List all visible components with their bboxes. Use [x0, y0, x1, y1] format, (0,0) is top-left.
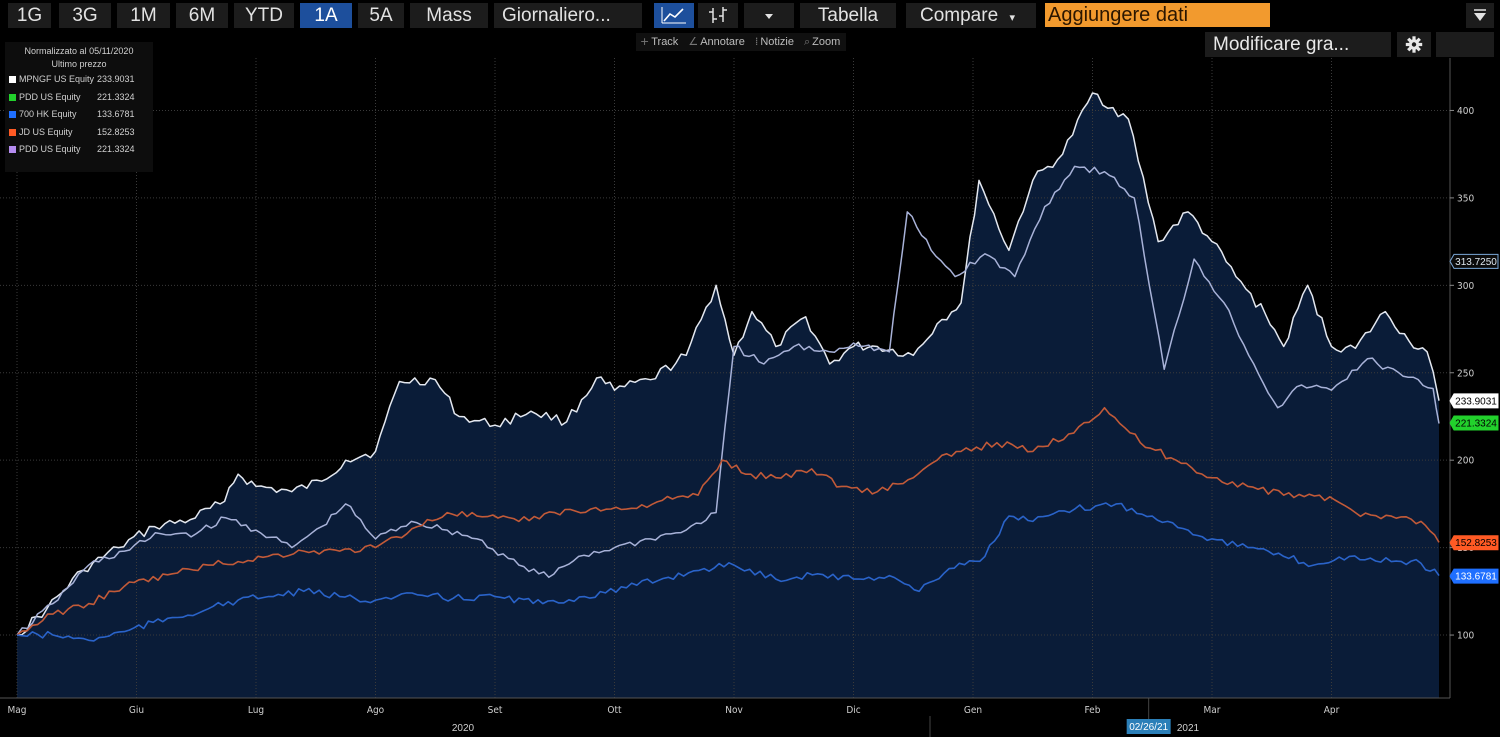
- news-icon: ⁞: [754, 35, 759, 48]
- news-label: Notizie: [760, 36, 794, 48]
- legend-entry[interactable]: PDD US Equity 221.3324: [9, 89, 149, 107]
- annotate-tool[interactable]: ∠ Annotare: [684, 33, 751, 51]
- period-button-1m[interactable]: 1M: [117, 3, 170, 28]
- top-toolbar: 1G 3G 1M 6M YTD 1A 5A Mass Giornaliero..…: [0, 0, 1500, 30]
- legend-swatch: [9, 111, 16, 119]
- legend-entry-value: 152.8253: [97, 126, 135, 137]
- legend-entry-name: PDD US Equity: [19, 91, 81, 102]
- compare-label: Compare: [920, 5, 999, 26]
- annotate-label: Annotare: [700, 36, 745, 48]
- y-tick-label: 400: [1457, 106, 1474, 117]
- legend-entry-value: 221.3324: [97, 144, 135, 154]
- x-tick-label: Mag: [8, 705, 27, 716]
- legend-entry[interactable]: MPNGF US Equity 233.9031: [9, 71, 149, 89]
- edit-chart-button[interactable]: Modificare gra...: [1205, 32, 1391, 57]
- cursor-date-label: 02/26/21: [1129, 722, 1168, 733]
- compare-dropdown[interactable]: Compare ▾: [906, 3, 1036, 28]
- chart-legend: Normalizzato al 05/11/2020 Ultimo prezzo…: [5, 42, 153, 172]
- last-value-tag-label: 152.8253: [1455, 538, 1497, 549]
- period-button-5a[interactable]: 5A: [358, 3, 404, 28]
- track-label: Track: [651, 36, 679, 48]
- legend-swatch: [9, 93, 16, 101]
- menu-down-icon: [1474, 9, 1486, 21]
- news-tool[interactable]: ⁞ Notizie: [751, 33, 800, 51]
- y-tick-label: 350: [1457, 193, 1474, 204]
- period-button-1a[interactable]: 1A: [300, 3, 352, 28]
- series-line: [16, 92, 1440, 636]
- last-value-tag-label: 133.6781: [1455, 572, 1497, 583]
- series-line: [16, 502, 1440, 642]
- legend-entry-value: 233.9031: [97, 74, 135, 84]
- last-value-tag: [1449, 535, 1499, 551]
- legend-entry-name: JD US Equity: [19, 126, 73, 137]
- chart-tools-bar: + Track ∠ Annotare ⁞ Notizie ⌕ Zoom: [636, 33, 847, 51]
- year-label: 2021: [1177, 723, 1200, 734]
- x-tick-label: Apr: [1324, 705, 1340, 716]
- period-button-6m[interactable]: 6M: [176, 3, 228, 28]
- track-tool[interactable]: + Track: [636, 33, 684, 51]
- y-tick-label: 300: [1457, 281, 1474, 292]
- x-tick-label: Feb: [1085, 705, 1101, 716]
- cursor-value-tag-label: 313.7250: [1455, 257, 1497, 268]
- legend-swatch: [9, 146, 16, 154]
- period-button-ytd[interactable]: YTD: [234, 3, 294, 28]
- legend-subtitle: Ultimo prezzo: [51, 59, 107, 69]
- x-tick-label: Nov: [725, 705, 743, 716]
- y-tick-label: 250: [1457, 368, 1474, 379]
- frequency-dropdown[interactable]: Giornaliero...: [494, 3, 642, 28]
- legend-swatch: [9, 128, 16, 136]
- y-tick-label: 100: [1457, 631, 1474, 642]
- extra-button[interactable]: [1436, 32, 1494, 57]
- x-tick-label: Mar: [1204, 705, 1221, 716]
- gear-icon[interactable]: [1397, 32, 1431, 57]
- last-value-tag: [1449, 393, 1499, 409]
- cursor-date-tag: [1126, 719, 1171, 734]
- last-value-tag: [1449, 568, 1499, 584]
- legend-entry-name: PDD US Equity: [19, 144, 81, 154]
- chart-type-dropdown[interactable]: [744, 3, 794, 28]
- line-chart-icon[interactable]: [654, 3, 694, 28]
- x-tick-label: Gen: [964, 705, 982, 716]
- legend-entry[interactable]: 700 HK Equity 133.6781: [9, 106, 149, 124]
- edit-chart-label: Modificare gra...: [1213, 34, 1350, 55]
- pen-icon: ∠: [688, 35, 699, 48]
- period-button-3g[interactable]: 3G: [59, 3, 111, 28]
- last-value-tag-label: 221.3324: [1455, 418, 1497, 429]
- legend-entry-name: MPNGF US Equity: [19, 74, 95, 84]
- series-line: [16, 406, 1440, 636]
- menu-dropdown[interactable]: [1466, 3, 1494, 28]
- x-tick-label: Dic: [846, 705, 860, 716]
- x-tick-label: Giu: [129, 705, 144, 716]
- cursor-value-tag: [1449, 253, 1499, 269]
- legend-title: Normalizzato al 05/11/2020: [24, 46, 134, 56]
- legend-entry-value: 221.3324: [97, 91, 135, 102]
- legend-entry[interactable]: PDD US Equity 221.3324: [9, 141, 149, 159]
- y-tick-label: 200: [1457, 456, 1474, 467]
- zoom-label: Zoom: [812, 36, 841, 48]
- crosshair-icon: +: [640, 35, 650, 48]
- magnifier-icon: ⌕: [803, 35, 811, 48]
- series-line: [16, 165, 1440, 636]
- period-button-1g[interactable]: 1G: [8, 3, 51, 28]
- x-tick-label: Lug: [248, 705, 264, 716]
- x-tick-label: Ago: [367, 705, 385, 716]
- ohlc-bars-icon[interactable]: [698, 3, 738, 28]
- legend-swatch: [9, 76, 16, 84]
- legend-entry-value: 133.6781: [97, 109, 135, 119]
- year-label: 2020: [452, 723, 475, 734]
- legend-entry[interactable]: JD US Equity 152.8253: [9, 124, 149, 142]
- x-tick-label: Set: [488, 705, 503, 716]
- period-button-mass[interactable]: Mass: [410, 3, 488, 28]
- x-tick-label: Ott: [607, 705, 622, 716]
- last-value-tag-label: 233.9031: [1455, 396, 1497, 407]
- table-button[interactable]: Tabella: [800, 3, 896, 28]
- zoom-tool[interactable]: ⌕ Zoom: [800, 33, 846, 51]
- add-data-input[interactable]: Aggiungere dati: [1045, 3, 1270, 27]
- legend-entry-name: 700 HK Equity: [19, 109, 77, 119]
- chevron-down-icon: ▾: [1009, 12, 1015, 24]
- chevron-down-icon: [765, 14, 773, 19]
- last-value-tag: [1449, 415, 1499, 431]
